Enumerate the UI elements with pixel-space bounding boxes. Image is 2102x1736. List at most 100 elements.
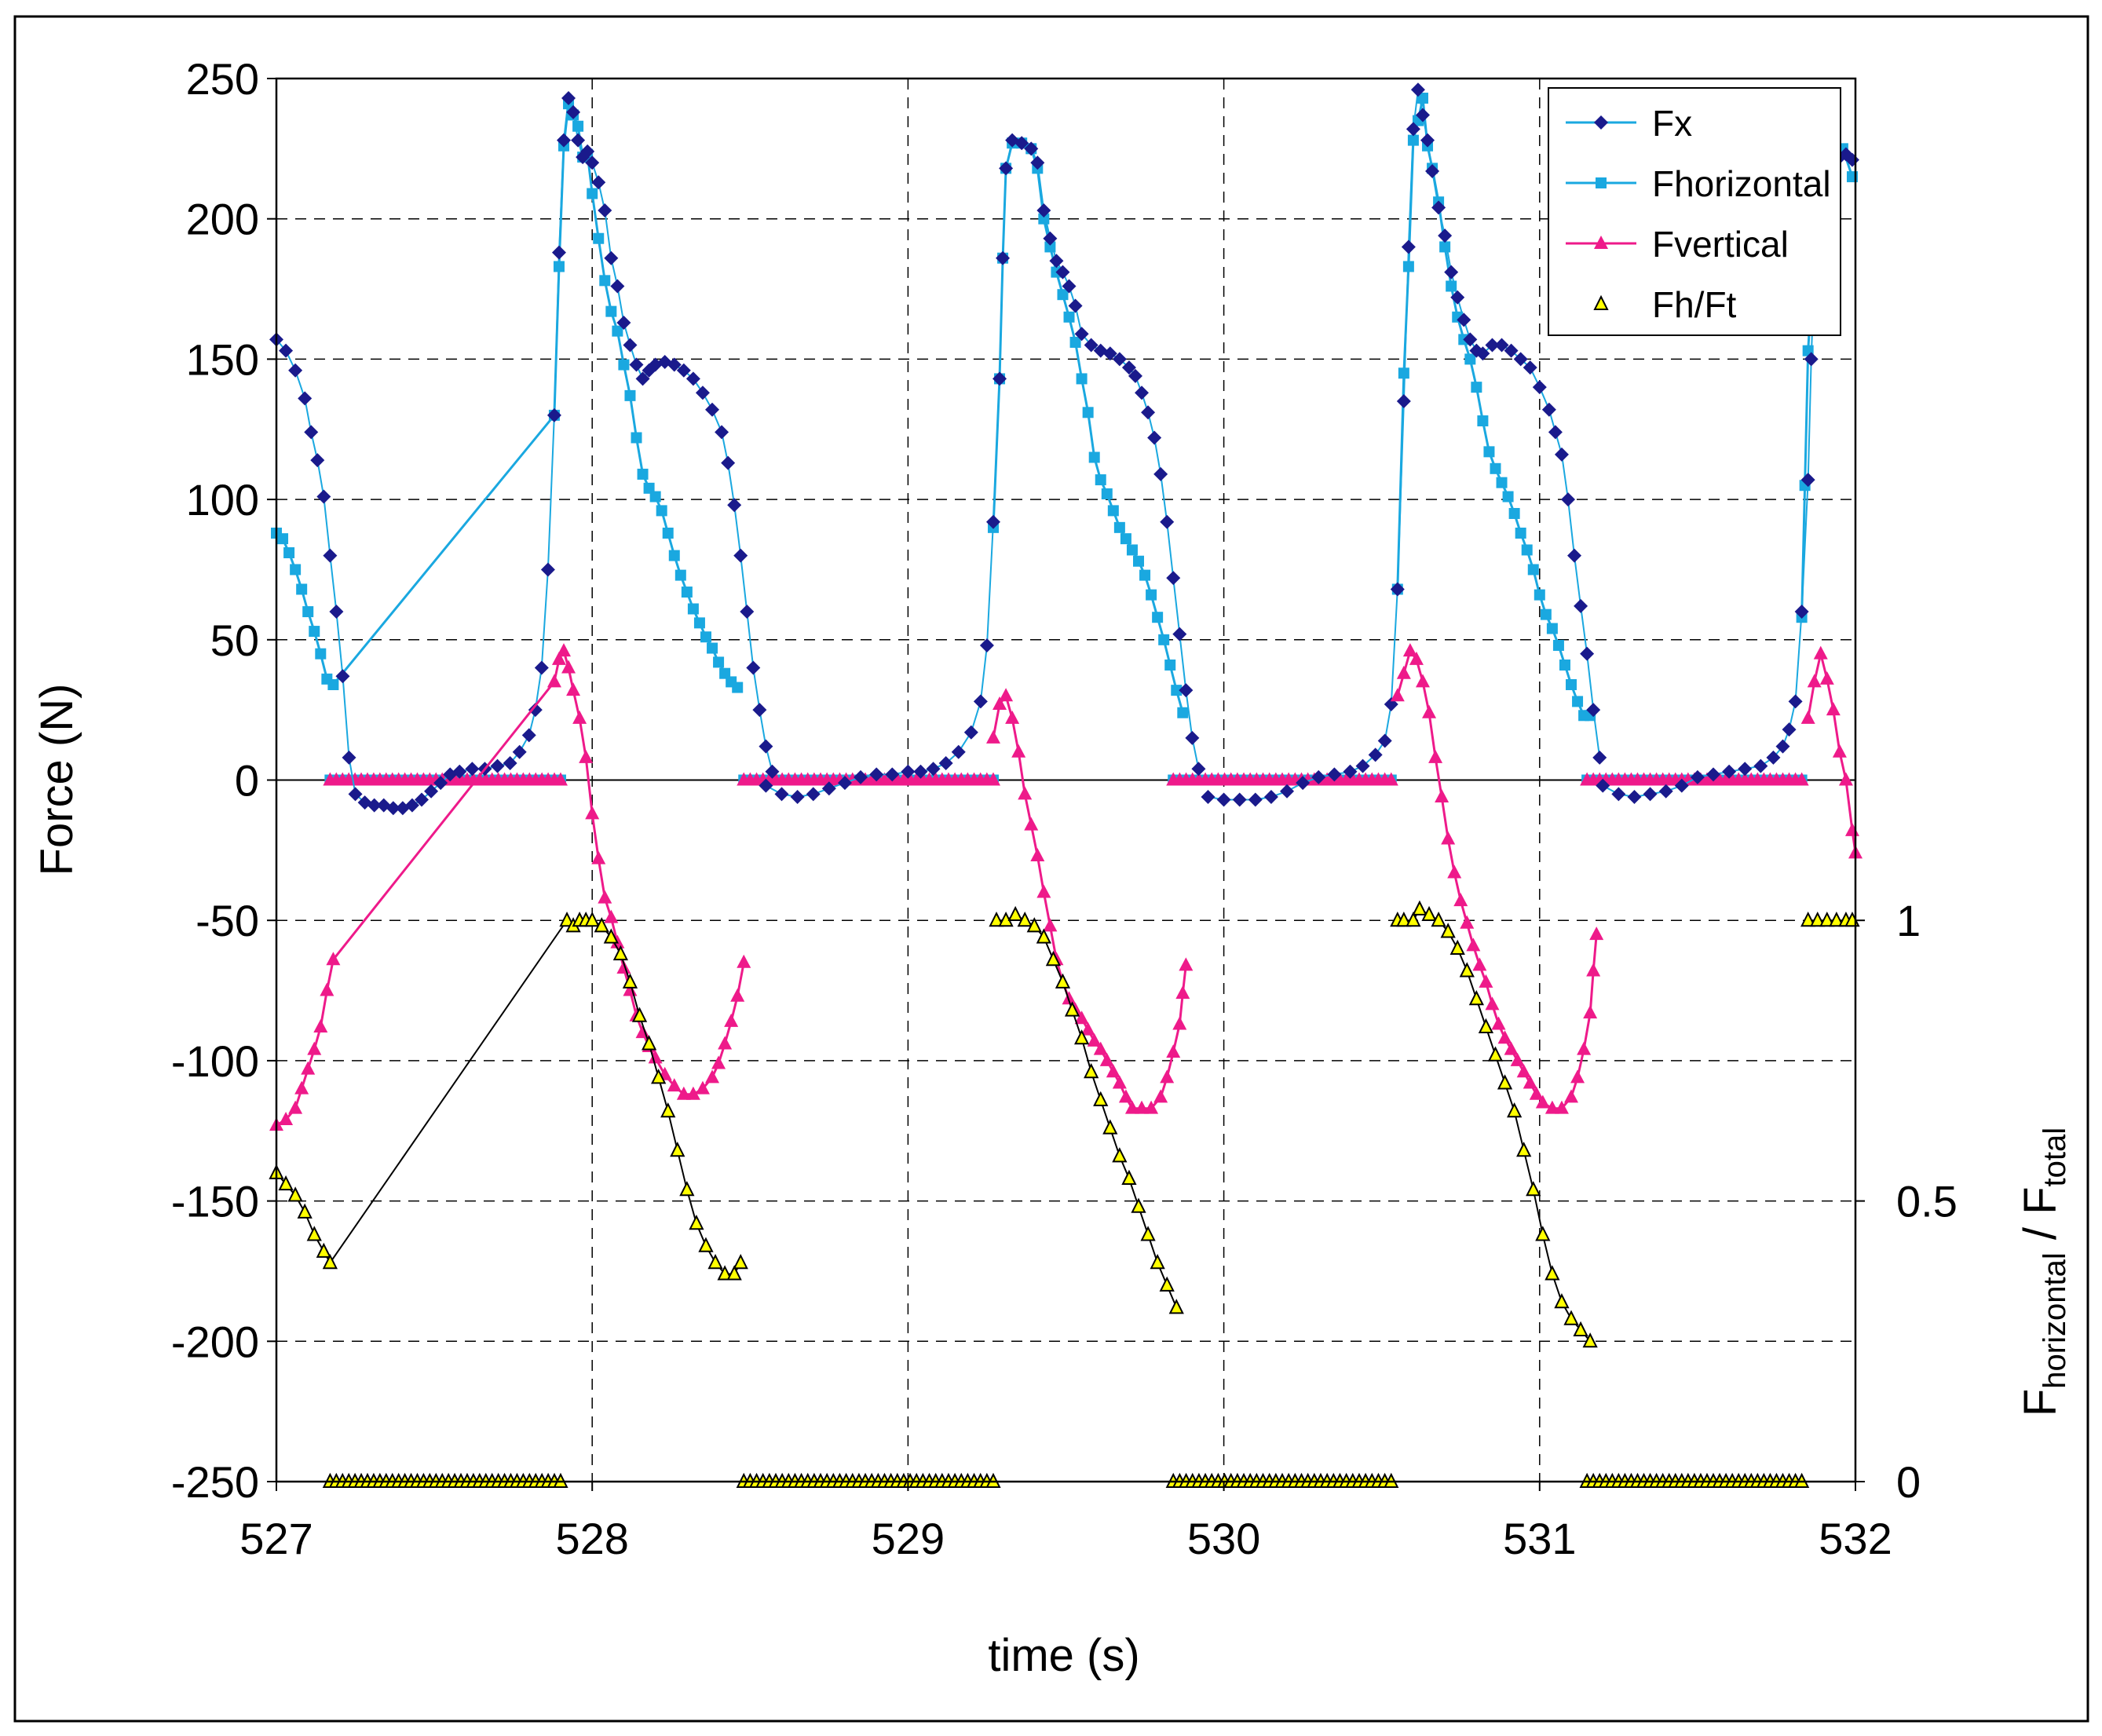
fhorizontal-point xyxy=(1171,685,1183,696)
fvertical-point xyxy=(999,688,1014,702)
fhorizontal-point xyxy=(1490,462,1501,474)
fx-point xyxy=(580,144,595,159)
fvertical-point xyxy=(1074,1011,1089,1025)
fx-point xyxy=(1706,767,1721,782)
fvertical-point xyxy=(1570,1069,1585,1084)
y-tick-label: -200 xyxy=(171,1317,259,1366)
fx-point xyxy=(1390,582,1405,597)
legend: Fx Fhorizontal Fvertical Fh/Ft xyxy=(1548,87,1841,336)
fx-point xyxy=(1062,279,1077,294)
fh-ft-ratio-point xyxy=(631,1007,648,1022)
fx-point xyxy=(695,386,710,400)
fx-point xyxy=(1586,703,1601,718)
fx-point xyxy=(571,133,586,148)
fhorizontal-point xyxy=(1566,678,1577,690)
fh-ft-ratio-point xyxy=(1168,1299,1184,1314)
fvertical-point xyxy=(326,952,341,966)
y2-label-sub1: horizontal xyxy=(2038,1252,2072,1388)
fx-point xyxy=(357,795,372,810)
fx-point xyxy=(1560,492,1575,507)
fvertical-point xyxy=(1011,744,1026,758)
fvertical-point xyxy=(1819,671,1834,685)
fhorizontal-point xyxy=(681,587,693,598)
fx-point xyxy=(1554,447,1569,462)
fvertical-point xyxy=(1409,651,1424,665)
fvertical-point xyxy=(604,909,619,923)
fhorizontal-point xyxy=(1088,451,1100,463)
fh-ft-ratio-point xyxy=(1535,1226,1551,1241)
fx-point xyxy=(1775,739,1790,754)
fx-point xyxy=(1128,368,1142,383)
fvertical-point xyxy=(1018,786,1033,800)
x-tick-label: 532 xyxy=(1819,1514,1892,1563)
fx-point xyxy=(1410,82,1425,97)
fvertical-point xyxy=(1535,1095,1550,1109)
fx-point xyxy=(1248,792,1263,807)
fh-ft-ratio-point xyxy=(322,1253,338,1270)
fx-series xyxy=(269,91,780,816)
fvertical-point xyxy=(1516,1064,1531,1078)
fhorizontal-point xyxy=(296,583,308,595)
fvertical-point xyxy=(1135,1100,1150,1114)
fh-ft-ratio-point xyxy=(717,1265,733,1281)
fx-point xyxy=(598,203,612,217)
y-tick-label: -100 xyxy=(171,1036,259,1086)
fvertical-point xyxy=(598,890,612,904)
fhorizontal-point xyxy=(1559,659,1570,671)
fx-point xyxy=(635,371,650,386)
fx-point xyxy=(1794,605,1809,619)
fhorizontal-point xyxy=(1095,474,1106,486)
fhorizontal-point xyxy=(1076,373,1088,385)
fh-ft-ratio-point xyxy=(1007,905,1023,922)
fvertical-point xyxy=(1485,996,1500,1011)
fvertical-point xyxy=(1800,710,1815,724)
fhorizontal-point xyxy=(1552,639,1564,651)
fx-point xyxy=(1592,750,1607,765)
fh-ft-ratio-point xyxy=(1412,900,1428,916)
fh-ft-ratio-point xyxy=(1093,1091,1109,1106)
legend-swatch-marker xyxy=(1594,236,1608,249)
fx-point xyxy=(685,371,700,386)
fvertical-point xyxy=(1099,1052,1114,1066)
fvertical-point xyxy=(667,1078,682,1092)
legend-swatch-marker xyxy=(1596,177,1607,188)
fhorizontal-point xyxy=(687,603,699,615)
fx-point xyxy=(885,767,900,782)
fx-point xyxy=(1406,122,1420,137)
fx-point xyxy=(1425,163,1440,178)
fx-point xyxy=(452,764,467,779)
fx-point xyxy=(1014,136,1029,151)
fx-point xyxy=(1523,360,1537,375)
fh-ft-ratio-point xyxy=(1064,1001,1080,1017)
fx-point xyxy=(323,548,338,563)
fhorizontal-point xyxy=(572,120,584,132)
fvertical-point xyxy=(288,1100,303,1114)
fx-point xyxy=(1580,646,1595,661)
legend-swatch-marker xyxy=(1593,294,1609,310)
fvertical-point xyxy=(547,674,561,688)
fx-point xyxy=(1160,514,1175,529)
fx-point xyxy=(854,769,868,784)
fhorizontal-point xyxy=(700,631,711,643)
fvertical-point xyxy=(1179,957,1194,971)
fhorizontal-point xyxy=(593,232,605,244)
fx-point xyxy=(1327,767,1342,782)
fhorizontal-point xyxy=(1146,589,1157,601)
fhorizontal-point xyxy=(587,188,598,199)
y2-label-main: F xyxy=(2015,1389,2066,1416)
fh-ft-ratio-point xyxy=(1140,1226,1156,1241)
fh-ft-ratio-point xyxy=(651,1069,667,1084)
fvertical-point xyxy=(1545,1100,1559,1114)
fhorizontal-point xyxy=(649,491,661,503)
fvertical-point xyxy=(1826,702,1841,716)
fx-point xyxy=(837,776,852,791)
fhorizontal-point xyxy=(618,359,630,371)
fh-ft-ratio-point xyxy=(1516,1142,1532,1157)
fhorizontal-point xyxy=(1120,533,1131,545)
fx-point xyxy=(616,315,631,330)
fx-point xyxy=(1567,548,1582,563)
fh-ft-ratio-point xyxy=(1431,911,1446,927)
fh-ft-ratio-point xyxy=(707,1253,723,1270)
fh-ft-ratio-point xyxy=(1112,1147,1128,1163)
fhorizontal-point xyxy=(612,325,623,337)
